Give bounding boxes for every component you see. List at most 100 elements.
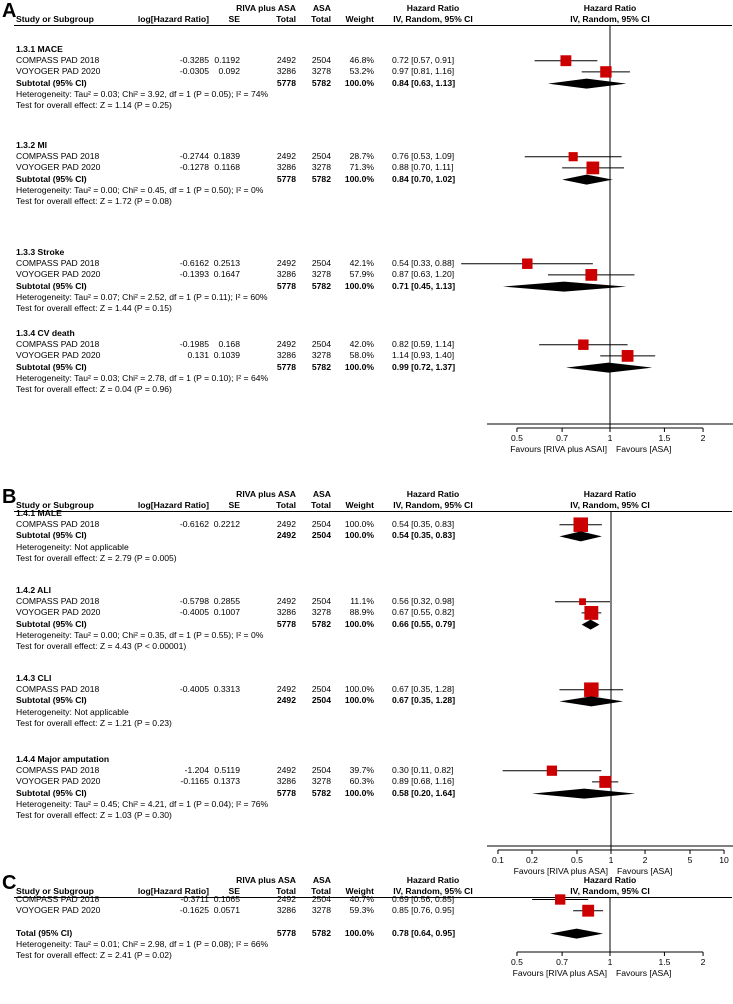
x-tick-label: 1.5 [658, 957, 671, 967]
heterogeneity-text: Heterogeneity: Tau² = 0.45; Chi² = 4.21,… [16, 798, 269, 809]
header-hazard-ratio: Hazard Ratio [406, 875, 460, 885]
subtotal-total1: 5778 [276, 173, 296, 184]
study-total2: 3278 [311, 66, 331, 77]
header-se: SE [228, 500, 240, 510]
study-loghr: -0.2744 [179, 151, 209, 162]
subtotal-ci: 0.66 [0.55, 0.79] [392, 618, 456, 629]
pooled-diamond [559, 531, 602, 542]
forest-plot [461, 25, 733, 432]
panel-label: C [2, 872, 17, 894]
subtotal-ci: 0.54 [0.35, 0.83] [392, 530, 456, 541]
study-loghr: -0.4005 [179, 607, 209, 618]
study-total1: 3286 [276, 905, 296, 916]
study-se: 0.1168 [214, 162, 240, 173]
subgroup-title: 1.3.1 MACE [16, 44, 63, 54]
study-se: 0.092 [218, 66, 240, 77]
study-name: VOYOGER PAD 2020 [16, 269, 101, 280]
study-total2: 3278 [311, 607, 331, 618]
study-total2: 3278 [311, 905, 331, 916]
effect-box [522, 258, 533, 269]
subtotal-total2: 5782 [311, 927, 331, 938]
study-se: 0.1192 [214, 55, 240, 66]
study-total1: 3286 [276, 66, 296, 77]
study-name: VOYOGER PAD 2020 [16, 162, 101, 173]
study-weight: 88.9% [349, 607, 374, 618]
subgroup-title: 1.3.2 MI [16, 140, 48, 150]
x-tick-label: 0.5 [510, 957, 523, 967]
study-name: COMPASS PAD 2018 [16, 596, 100, 607]
study-total2: 2504 [311, 684, 331, 695]
header-study: Study or Subgroup [16, 14, 94, 24]
study-total2: 3278 [311, 269, 331, 280]
overall-effect-text: Test for overall effect: Z = 1.72 (P = 0… [16, 196, 172, 206]
effect-box [621, 350, 634, 362]
heterogeneity-text: Heterogeneity: Tau² = 0.01; Chi² = 2.98,… [16, 938, 269, 949]
study-name: VOYOGER PAD 2020 [16, 905, 101, 916]
x-tick-label: 5 [687, 855, 693, 865]
header-weight: Weight [345, 886, 374, 896]
study-total2: 2504 [311, 894, 331, 904]
pooled-diamond [550, 928, 604, 939]
study-ci: 0.97 [0.81, 1.16] [392, 66, 455, 77]
study-name: VOYOGER PAD 2020 [16, 776, 101, 787]
effect-box [578, 339, 589, 350]
study-total1: 2492 [276, 55, 296, 66]
study-name: COMPASS PAD 2018 [16, 151, 100, 162]
effect-box [546, 765, 558, 776]
favours-left-label: Favours [RIVA plus ASA] [512, 968, 607, 978]
header-weight: Weight [345, 500, 374, 510]
heterogeneity-text: Heterogeneity: Tau² = 0.07; Chi² = 2.52,… [16, 291, 268, 302]
study-loghr: -0.6162 [179, 258, 209, 269]
study-ci: 0.85 [0.76, 0.95] [392, 905, 455, 916]
study-weight: 59.3% [349, 905, 374, 916]
study-loghr: -0.4005 [179, 684, 209, 695]
subtotal-weight: 100.0% [344, 927, 374, 938]
overall-effect-text: Test for overall effect: Z = 1.21 (P = 0… [16, 717, 172, 728]
effect-box [573, 517, 589, 532]
pooled-diamond [559, 696, 624, 707]
subtotal-weight: 100.0% [344, 280, 374, 291]
study-ci: 0.72 [0.57, 0.91] [392, 55, 455, 66]
study-se: 0.1007 [213, 607, 240, 618]
study-se: 0.2855 [213, 596, 240, 607]
header-loghr: log[Hazard Ratio] [137, 500, 209, 510]
study-name: COMPASS PAD 2018 [16, 684, 100, 695]
header-se: SE [228, 14, 240, 24]
pooled-diamond [565, 362, 653, 373]
study-ci: 0.67 [0.35, 1.28] [392, 684, 455, 695]
subtotal-total1: 5778 [276, 787, 296, 798]
panel-label: B [2, 486, 17, 508]
subtotal-label: Total (95% CI) [16, 927, 73, 938]
header-group1: RIVA plus ASA [236, 3, 296, 13]
header-hazard-ratio-plot: Hazard Ratio [583, 875, 637, 885]
subtotal-total2: 5782 [311, 618, 331, 629]
study-se: 0.168 [218, 339, 240, 350]
subtotal-total1: 5778 [276, 927, 296, 938]
study-total1: 2492 [276, 596, 296, 607]
overall-effect-text: Test for overall effect: Z = 4.43 (P < 0… [16, 641, 187, 651]
favours-left-label: Favours [RIVA plus ASAI] [510, 444, 607, 454]
header-group1: RIVA plus ASA [236, 875, 296, 885]
subtotal-label: Subtotal (95% CI) [16, 695, 87, 706]
study-ci: 1.14 [0.93, 1.40] [392, 350, 455, 361]
subtotal-ci: 0.71 [0.45, 1.13] [392, 280, 456, 291]
effect-box [600, 66, 612, 78]
study-name: COMPASS PAD 2018 [16, 339, 100, 350]
subtotal-weight: 100.0% [344, 695, 374, 706]
effect-box [579, 598, 586, 606]
heterogeneity-text: Heterogeneity: Not applicable [16, 706, 129, 717]
study-loghr: -0.1393 [179, 269, 209, 280]
x-tick-label: 10 [719, 855, 729, 865]
subtotal-weight: 100.0% [344, 77, 374, 88]
study-total1: 2492 [276, 258, 296, 269]
study-se: 0.2212 [213, 519, 240, 530]
header-total1: Total [276, 14, 296, 24]
subtotal-weight: 100.0% [344, 618, 374, 629]
subtotal-label: Subtotal (95% CI) [16, 530, 87, 541]
subtotal-total2: 2504 [311, 530, 331, 541]
study-loghr: -0.3285 [179, 55, 209, 66]
x-tick-label: 1.5 [658, 433, 671, 443]
subtotal-label: Subtotal (95% CI) [16, 618, 87, 629]
study-weight: 71.3% [349, 162, 374, 173]
heterogeneity-text: Heterogeneity: Tau² = 0.03; Chi² = 3.92,… [16, 88, 269, 99]
